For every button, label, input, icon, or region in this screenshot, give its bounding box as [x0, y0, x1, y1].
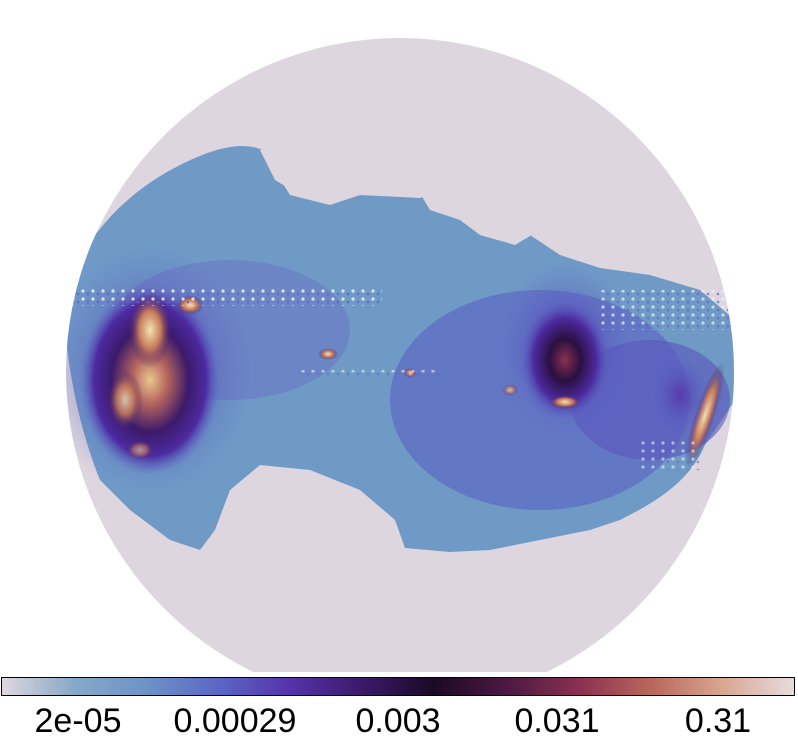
sky-map — [66, 38, 734, 672]
colorbar-tick-label: 0.31 — [684, 702, 752, 740]
colorbar-tick-label: 0.00029 — [173, 702, 297, 740]
colorbar — [1, 677, 795, 696]
colorbar-tick-labels: 2e-05 0.00029 0.003 0.031 0.31 — [0, 700, 798, 750]
colorbar-tick-label: 0.003 — [355, 702, 441, 740]
colorbar-tick-label: 0.031 — [514, 702, 600, 740]
band-edge-gaps — [260, 150, 540, 245]
colorbar-gradient — [2, 678, 794, 695]
colorbar-tick-label: 2e-05 — [34, 702, 122, 740]
emission-band — [66, 145, 734, 552]
